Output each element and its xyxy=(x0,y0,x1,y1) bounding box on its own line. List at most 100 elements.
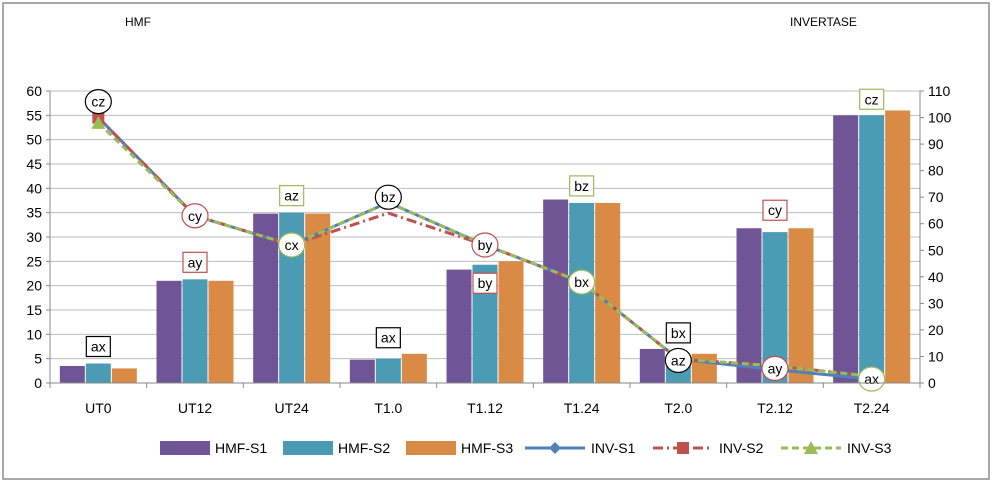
right-tick-label: 110 xyxy=(928,83,951,99)
line-annotation-circle xyxy=(858,366,886,392)
right-tick-label: 40 xyxy=(928,269,944,285)
right-axis-title: INVERTASE xyxy=(790,15,857,29)
bar-annotation-box xyxy=(182,251,208,273)
left-tick-label: 20 xyxy=(26,278,42,294)
legend: HMF-S1 HMF-S2 HMF-S3 INV-S1 INV-S2 INV-S3 xyxy=(160,440,892,456)
bar-hmf-s3-t1.24 xyxy=(595,202,621,383)
legend-label-inv-s2: INV-S2 xyxy=(719,440,764,456)
bar-hmf-s1-t1.12 xyxy=(446,269,472,383)
line-annotation-circle xyxy=(471,232,499,258)
line-annotation-circle xyxy=(568,269,596,295)
bar-annotation-label: bx xyxy=(671,325,686,341)
left-tick-label: 25 xyxy=(26,253,42,269)
bar-hmf-s3-t2.24 xyxy=(885,110,911,383)
bar-series-group xyxy=(59,110,911,383)
bar-annotation-box xyxy=(859,88,885,110)
left-tick-label: 10 xyxy=(26,326,42,342)
right-tick-label: 60 xyxy=(928,216,944,232)
x-tick-label: T1.0 xyxy=(374,400,402,416)
legend-swatch-hmf-s1 xyxy=(160,441,210,455)
x-tick-label: T2.0 xyxy=(664,400,692,416)
line-annotation-circle xyxy=(664,347,692,374)
bar-hmf-s1-t1.0 xyxy=(349,359,375,383)
bar-annotation-box xyxy=(665,322,691,344)
left-tick-label: 55 xyxy=(26,107,42,123)
legend-marker-inv-s2 xyxy=(677,442,689,454)
bar-hmf-s1-t2.24 xyxy=(833,115,859,383)
x-tick-label: T2.12 xyxy=(757,400,793,416)
legend-swatch-hmf-s2 xyxy=(283,441,333,455)
bar-hmf-s1-t1.24 xyxy=(543,199,569,383)
bar-annotation-label: ax xyxy=(91,339,106,355)
x-tick-label: UT0 xyxy=(85,400,112,416)
line-annotation-label: bx xyxy=(574,274,589,290)
line-annotation-circle xyxy=(761,355,789,381)
right-tick-label: 80 xyxy=(928,163,944,179)
marker-inv-s3 xyxy=(91,115,106,129)
line-annotation-label: ax xyxy=(864,371,879,387)
left-axis-title: HMF xyxy=(125,15,151,29)
x-tick-label: T1.12 xyxy=(467,400,503,416)
legend-label-inv-s1: INV-S1 xyxy=(591,440,636,456)
legend-label-hmf-s3: HMF-S3 xyxy=(461,440,513,456)
legend-marker-inv-s3 xyxy=(804,441,818,454)
left-tick-label: 30 xyxy=(26,229,42,245)
bar-hmf-s2-ut0 xyxy=(85,363,111,383)
line-annotation-circle xyxy=(84,89,112,115)
right-tick-label: 10 xyxy=(928,348,944,364)
x-tick-label: T2.24 xyxy=(854,400,890,416)
legend-label-hmf-s1: HMF-S1 xyxy=(215,440,267,456)
bar-annotation-label: ay xyxy=(188,254,203,270)
axes-group: 0 5 10 15 20 25 30 35 40 45 50 55 60 0 10 20 30 40 50 60 70 8… xyxy=(26,83,951,416)
left-tick-label: 15 xyxy=(26,302,42,318)
right-tick-label: 50 xyxy=(928,242,944,258)
bar-annotation-label: ax xyxy=(381,330,396,346)
bar-annotation-box xyxy=(85,335,111,358)
bar-hmf-s3-t1.12 xyxy=(498,261,524,383)
line-annotation-circle xyxy=(181,203,209,229)
bar-annotation-box xyxy=(279,185,305,207)
x-tick-label: T1.24 xyxy=(564,400,600,416)
bar-hmf-s2-t1.0 xyxy=(375,358,401,383)
bar-hmf-s3-ut24 xyxy=(305,213,331,383)
bar-hmf-s3-ut0 xyxy=(111,368,137,383)
bar-annotation-box xyxy=(472,272,498,294)
bar-hmf-s1-ut12 xyxy=(156,280,182,383)
left-tick-label: 45 xyxy=(26,156,42,172)
bar-hmf-s3-t2.12 xyxy=(788,228,814,383)
right-tick-label: 20 xyxy=(928,322,944,338)
line-annotation-circle xyxy=(278,232,306,258)
annotation-group: ax ay az ax by bz bx cy cz cz cy cx bz by bx az ay ax xyxy=(84,88,886,392)
right-tick-label: 30 xyxy=(928,295,944,311)
bar-annotation-label: bz xyxy=(574,178,589,194)
bar-annotation-label: az xyxy=(284,188,299,204)
marker-group xyxy=(91,111,106,129)
line-annotation-circle xyxy=(374,184,402,210)
bar-hmf-s1-ut24 xyxy=(253,213,279,383)
right-tick-label: 100 xyxy=(928,110,952,126)
bar-hmf-s3-t2.0 xyxy=(691,353,717,383)
left-tick-label: 0 xyxy=(34,375,42,391)
legend-label-hmf-s2: HMF-S2 xyxy=(338,440,390,456)
bar-hmf-s1-ut0 xyxy=(59,365,85,383)
right-tick-label: 0 xyxy=(928,375,936,391)
bar-annotation-label: cy xyxy=(768,202,782,218)
x-tick-label: UT12 xyxy=(178,400,212,416)
right-tick-label: 90 xyxy=(928,136,944,152)
legend-marker-inv-s1 xyxy=(549,442,561,454)
line-annotation-label: cz xyxy=(91,94,105,110)
bar-hmf-s2-t2.24 xyxy=(859,115,885,383)
right-tick-label: 70 xyxy=(928,189,944,205)
line-annotation-label: cy xyxy=(188,208,202,224)
line-annotation-label: by xyxy=(478,237,493,253)
bar-hmf-s3-t1.0 xyxy=(401,353,427,383)
bar-hmf-s1-t2.12 xyxy=(736,228,762,383)
x-tick-label: UT24 xyxy=(275,400,309,416)
line-annotation-label: cx xyxy=(285,237,299,253)
left-tick-label: 60 xyxy=(26,83,42,99)
legend-label-inv-s3: INV-S3 xyxy=(847,440,892,456)
bar-annotation-box xyxy=(762,199,788,221)
left-tick-label: 35 xyxy=(26,205,42,221)
line-annotation-label: bz xyxy=(381,189,396,205)
